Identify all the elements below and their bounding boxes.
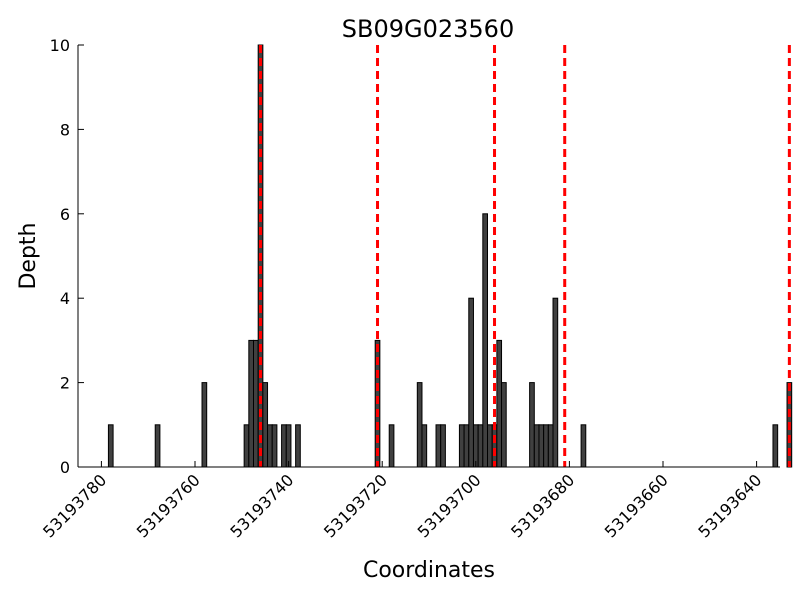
depth-bar [496,339,503,468]
depth-bar [388,424,395,468]
x-tick-label: 53193760 [133,470,204,541]
depth-bar [482,213,489,468]
depth-bar [295,424,301,468]
depth-bar [248,339,255,468]
depth-bar [468,297,474,468]
depth-bar [487,424,493,468]
depth-bar [243,424,250,468]
depth-bar [285,424,292,468]
depth-bar [281,424,287,468]
y-tick-label: 6 [60,205,70,224]
depth-bar [501,382,507,468]
depth-bar [421,424,428,468]
depth-bar [416,382,423,468]
x-tick-label: 53193740 [226,470,297,541]
marker-lines-layer [259,45,791,467]
depth-bar [267,424,273,468]
depth-bar [435,424,442,468]
y-tick-label: 2 [60,374,70,393]
depth-bar [477,424,484,468]
depth-bar [580,424,587,468]
x-tick-label: 53193660 [601,470,672,541]
depth-bar [472,424,479,468]
depth-bar [271,424,278,468]
y-tick-label: 0 [60,458,70,477]
depth-bar [543,424,549,468]
depth-bar [538,424,545,468]
x-tick-label: 53193640 [694,470,765,541]
x-axis-title: Coordinates [363,558,495,583]
y-tick-label: 4 [60,289,70,308]
depth-bar [547,424,554,468]
depth-bar [253,339,259,468]
x-tick-label: 53193720 [320,470,391,541]
y-tick-label: 10 [50,36,70,55]
depth-bar [491,424,498,468]
chart-title: SB09G023560 [342,15,514,43]
bars-layer [107,44,793,468]
depth-bar [201,382,208,468]
depth-bar [463,424,470,468]
depth-bar [440,424,446,468]
x-tick-label: 53193680 [507,470,578,541]
depth-bar [533,424,540,468]
depth-bar [552,297,559,468]
depth-bar [529,382,535,468]
x-tick-label: 53193780 [39,470,110,541]
depth-bar [262,382,269,468]
y-tick-label: 8 [60,120,70,139]
ticks-layer: 0 2 4 6 8 10 53193780 53193760 53193740 53193720 5… [39,36,765,541]
x-tick-label: 53193700 [414,470,485,541]
depth-bar [154,424,161,468]
depth-bar [458,424,465,468]
y-axis-title: Depth [16,222,41,289]
depth-bar [107,424,114,468]
axes-layer [77,45,780,468]
depth-bar [772,424,779,468]
